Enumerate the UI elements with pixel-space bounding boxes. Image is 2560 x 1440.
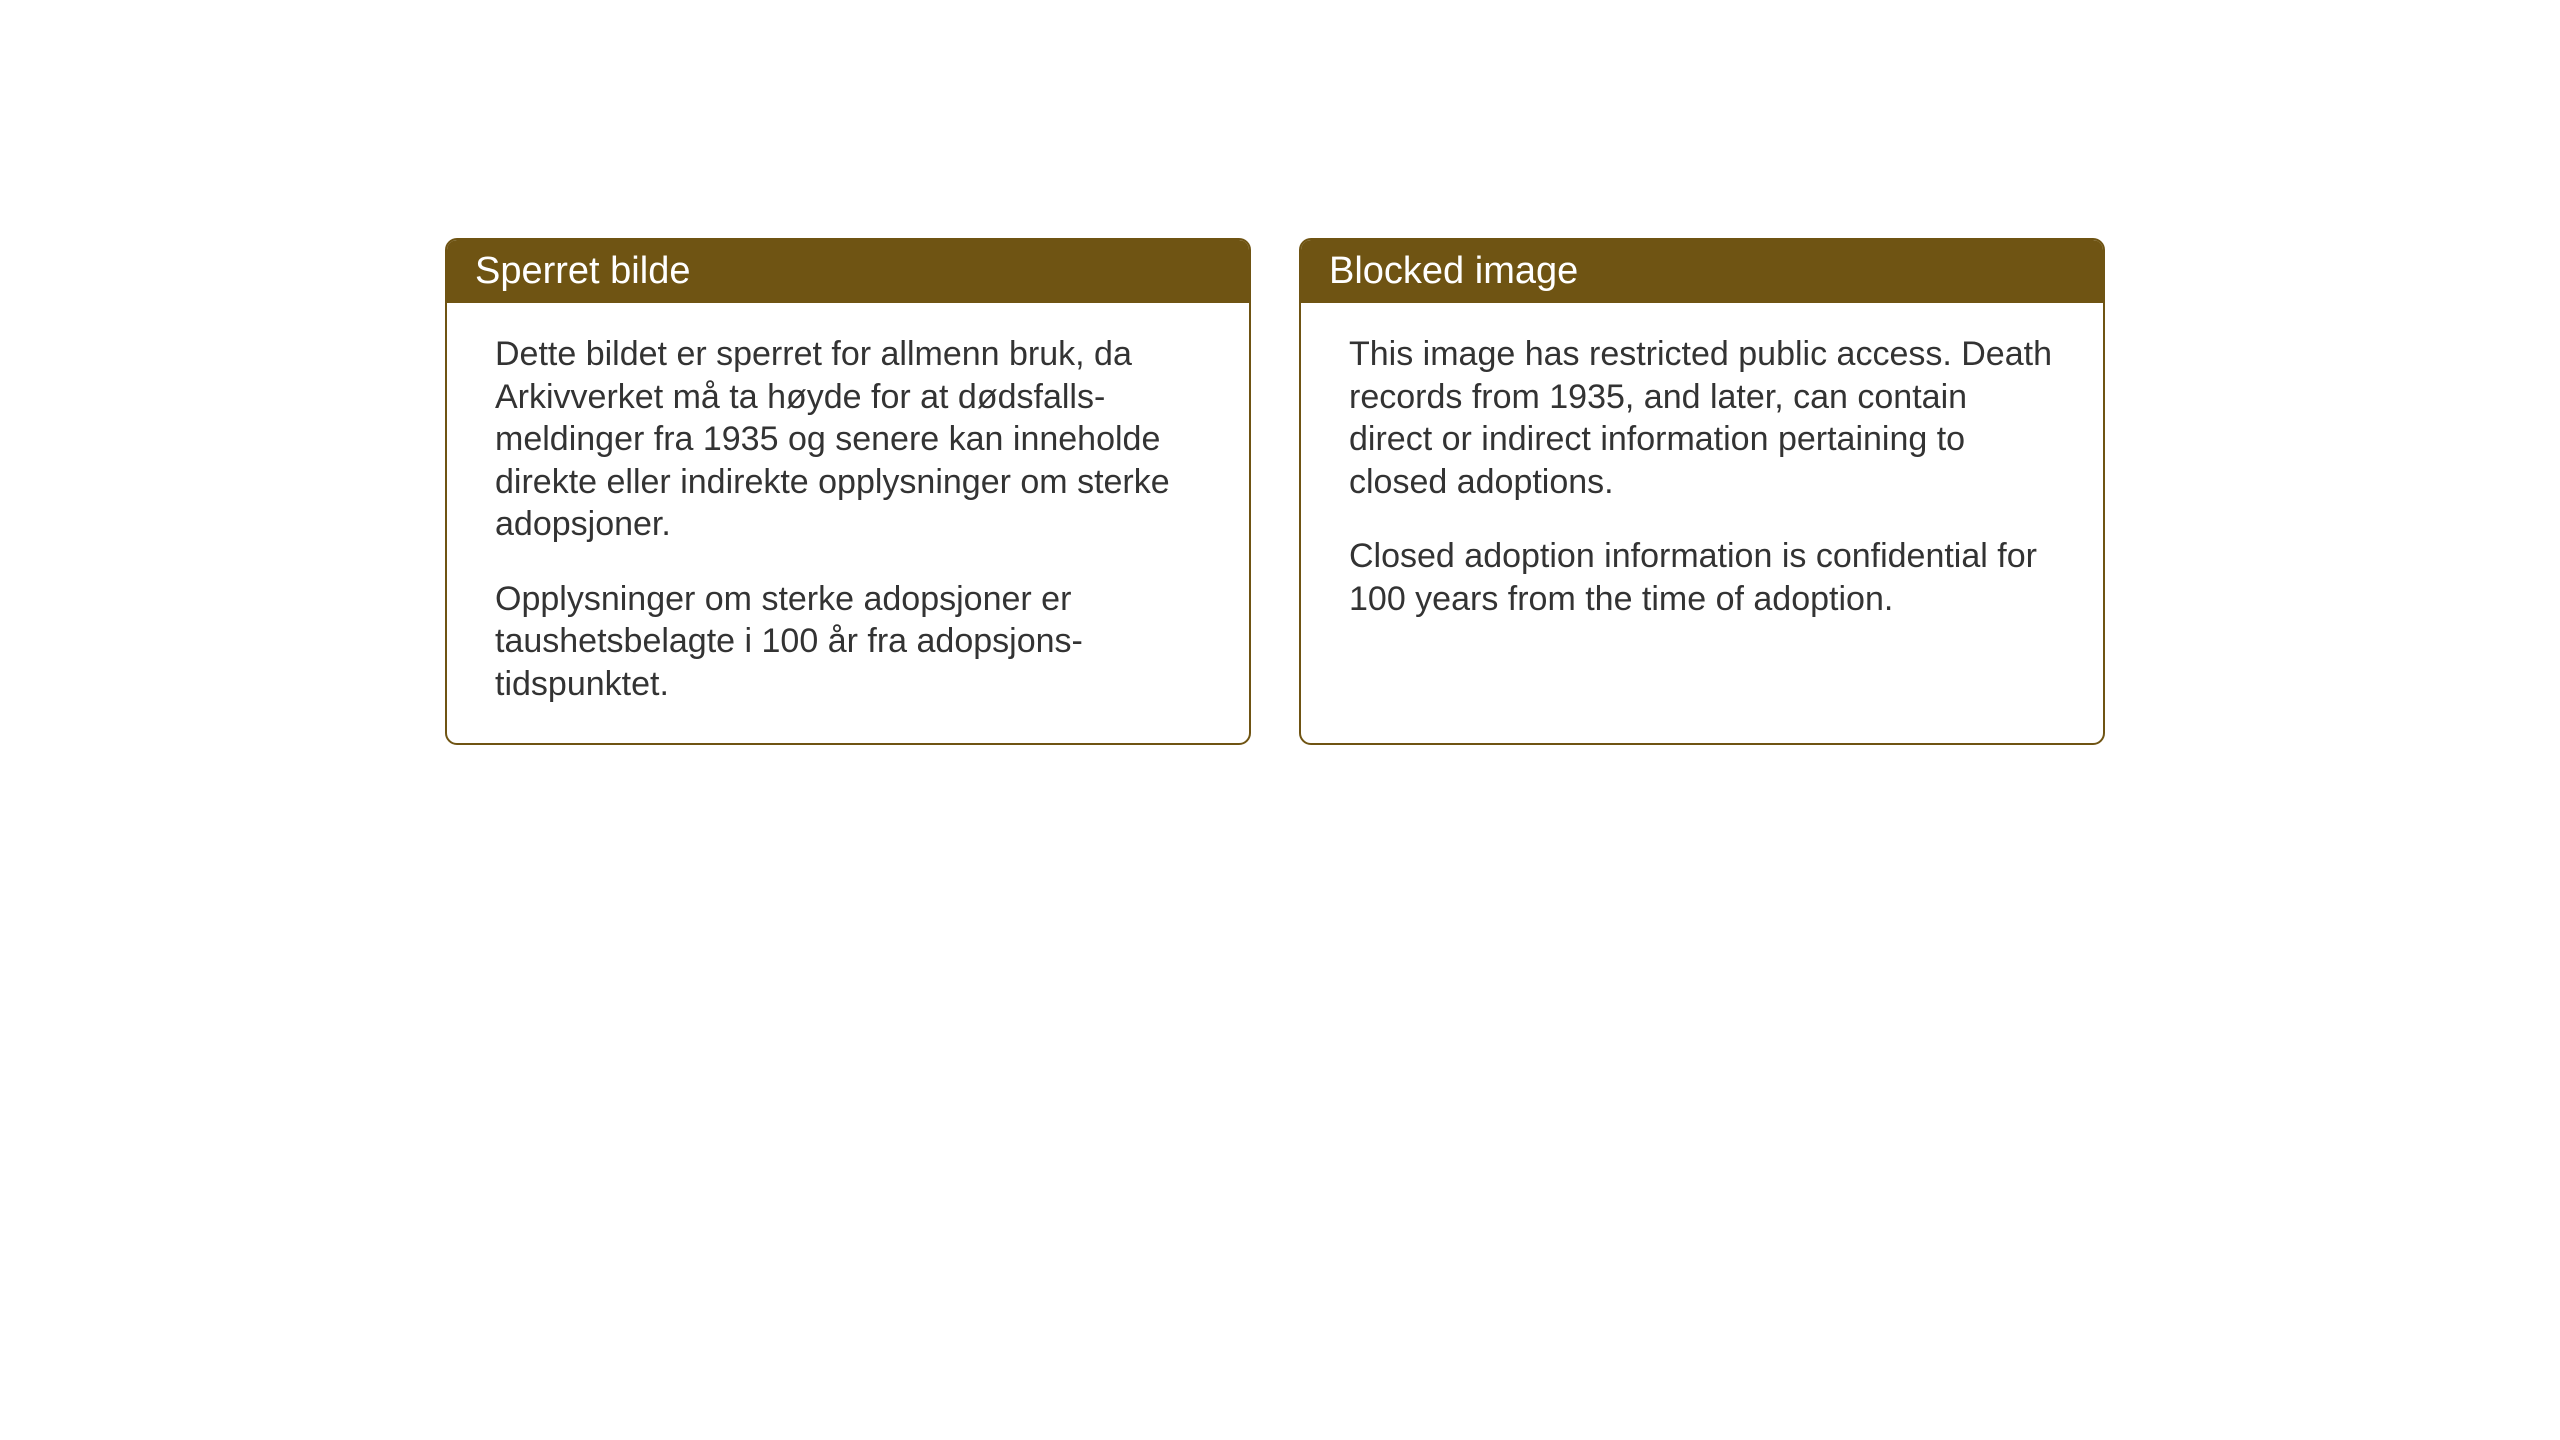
card-title: Sperret bilde	[475, 250, 690, 292]
card-title: Blocked image	[1329, 250, 1578, 292]
card-paragraph: This image has restricted public access.…	[1349, 333, 2055, 503]
card-header-norwegian: Sperret bilde	[447, 240, 1249, 303]
card-paragraph: Closed adoption information is confident…	[1349, 535, 2055, 620]
card-body-english: This image has restricted public access.…	[1301, 303, 2103, 658]
notice-card-norwegian: Sperret bilde Dette bildet er sperret fo…	[445, 238, 1251, 745]
card-paragraph: Opplysninger om sterke adopsjoner er tau…	[495, 578, 1201, 706]
card-body-norwegian: Dette bildet er sperret for allmenn bruk…	[447, 303, 1249, 743]
notice-card-english: Blocked image This image has restricted …	[1299, 238, 2105, 745]
card-paragraph: Dette bildet er sperret for allmenn bruk…	[495, 333, 1201, 546]
card-header-english: Blocked image	[1301, 240, 2103, 303]
notice-cards-container: Sperret bilde Dette bildet er sperret fo…	[445, 238, 2105, 745]
